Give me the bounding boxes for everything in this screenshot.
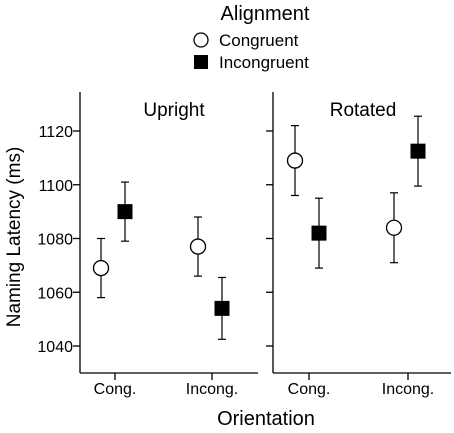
y-tick-label-1040: 1040 xyxy=(37,339,73,356)
legend-title: Alignment xyxy=(221,3,310,25)
point-panel-1-congruent-1 xyxy=(385,219,403,236)
point-panel-1-incongruent-0 xyxy=(311,225,327,241)
x-tick-label-panel-1-0: Cong. xyxy=(288,381,331,398)
point-panel-0-incongruent-0 xyxy=(117,204,133,220)
panel-rotated: Rotated Cong. Incong. xyxy=(272,92,451,398)
point-panel-0-incongruent-1 xyxy=(214,300,230,316)
y-tick-label-1100: 1100 xyxy=(39,178,74,195)
x-tick-label-panel-0-0: Cong. xyxy=(94,381,137,398)
panel-upright: Upright 1040 1060 1080 1100 1120 Cong. Incong… xyxy=(37,92,273,398)
x-tick-label-panel-1-1: Incong. xyxy=(382,381,434,398)
legend: Alignment Congruent Incongruent xyxy=(193,3,310,72)
y-axis-label: Naming Latency (ms) xyxy=(4,147,25,328)
point-panel-1-incongruent-1 xyxy=(410,143,426,159)
x-tick-label-panel-0-1: Incong. xyxy=(186,381,238,398)
y-tick-label-1060: 1060 xyxy=(37,285,73,302)
x-axis-label: Orientation xyxy=(217,408,315,430)
legend-label-congruent: Congruent xyxy=(219,31,299,50)
point-panel-0-congruent-0 xyxy=(92,259,110,277)
y-tick-label-1080: 1080 xyxy=(37,232,73,249)
panel-upright-title: Upright xyxy=(143,100,205,121)
point-panel-0-congruent-1 xyxy=(189,238,207,255)
y-tick-label-1120: 1120 xyxy=(39,124,74,141)
point-panel-1-congruent-0 xyxy=(286,152,304,169)
legend-label-incongruent: Incongruent xyxy=(219,53,309,72)
legend-marker-congruent xyxy=(193,32,209,48)
legend-marker-incongruent xyxy=(194,55,208,69)
panel-rotated-title: Rotated xyxy=(330,100,397,121)
